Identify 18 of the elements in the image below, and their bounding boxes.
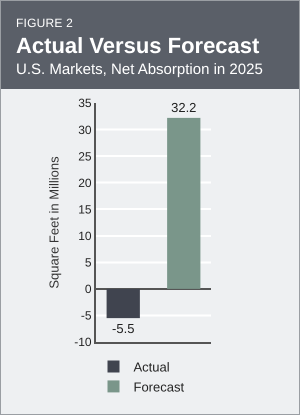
- y-axis-title: Square Feet in Millions: [46, 156, 62, 289]
- chart-title: Actual Versus Forecast: [16, 33, 260, 59]
- y-tick-label: 10: [78, 228, 92, 243]
- y-tick-label: 25: [78, 149, 92, 164]
- y-tick-label: -5: [80, 308, 92, 323]
- y-tick-label: 5: [84, 256, 92, 270]
- y-tick-label: 20: [78, 176, 92, 190]
- y-tick-label: 0: [84, 282, 92, 296]
- data-label: 32.2: [171, 100, 196, 115]
- y-tick-label: 30: [78, 122, 92, 137]
- y-tick-label: 15: [78, 202, 92, 216]
- legend-label: Actual: [134, 360, 170, 375]
- data-label: -5.5: [112, 321, 134, 336]
- caption: FIGURE 2: [16, 16, 74, 30]
- legend-label: Forecast: [134, 379, 184, 394]
- chart-subtitle: U.S. Markets, Net Absorption in 2025: [16, 61, 264, 78]
- y-tick-label: 35: [78, 96, 92, 110]
- y-tick-label: -10: [74, 335, 92, 350]
